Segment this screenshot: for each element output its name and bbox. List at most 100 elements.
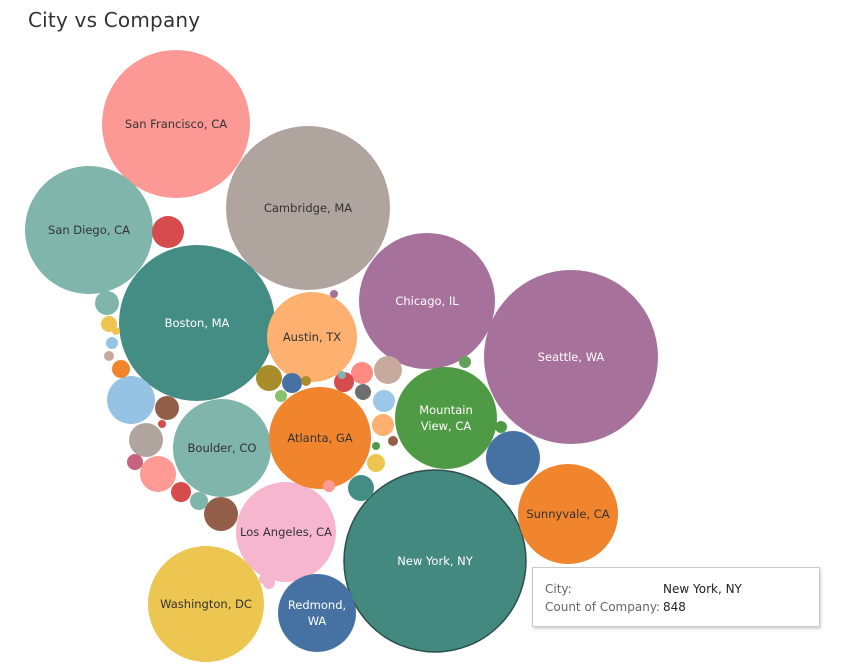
bubble-mountain-view-ca[interactable]: Mountain View, CA: [395, 367, 497, 469]
bubble-circle[interactable]: [341, 443, 349, 451]
bubble-circle[interactable]: [275, 390, 287, 402]
bubble-city-50[interactable]: [341, 443, 349, 451]
bubble-city-39[interactable]: [323, 480, 335, 492]
bubble-cambridge-ma[interactable]: Cambridge, MA: [226, 126, 390, 290]
bubble-circle[interactable]: [101, 316, 117, 332]
bubble-circle[interactable]: [173, 399, 271, 497]
bubble-redmond-wa[interactable]: Redmond, WA: [278, 574, 356, 652]
bubble-city-18[interactable]: [152, 216, 184, 248]
bubble-city-34[interactable]: [101, 316, 117, 332]
bubble-circle[interactable]: [112, 360, 130, 378]
bubble-city-40[interactable]: [459, 356, 471, 368]
bubble-circle[interactable]: [267, 292, 357, 382]
bubble-city-35[interactable]: [127, 454, 143, 470]
bubble-city-19[interactable]: [140, 456, 176, 492]
bubble-circle[interactable]: [373, 390, 395, 412]
bubble-circle[interactable]: [355, 384, 371, 400]
bubble-city-20[interactable]: [129, 423, 163, 457]
bubble-circle[interactable]: [374, 356, 402, 384]
bubble-circle[interactable]: [348, 475, 374, 501]
bubble-city-32[interactable]: [282, 373, 302, 393]
bubble-circle[interactable]: [190, 492, 208, 510]
bubble-circle[interactable]: [119, 245, 275, 401]
bubble-circle[interactable]: [129, 423, 163, 457]
bubble-san-diego-ca[interactable]: San Diego, CA: [25, 166, 153, 294]
bubble-circle[interactable]: [351, 362, 373, 384]
bubble-circle[interactable]: [148, 546, 264, 662]
bubble-circle[interactable]: [140, 456, 176, 492]
bubble-circle[interactable]: [372, 442, 380, 450]
bubble-circle[interactable]: [226, 126, 390, 290]
bubble-city-53[interactable]: [158, 420, 166, 428]
bubble-city-44[interactable]: [495, 421, 507, 433]
bubble-city-52[interactable]: [112, 327, 120, 335]
bubble-city-51[interactable]: [330, 290, 338, 298]
bubble-city-38[interactable]: [355, 384, 371, 400]
bubble-circle[interactable]: [104, 351, 114, 361]
bubble-circle[interactable]: [259, 574, 269, 584]
bubble-circle[interactable]: [256, 365, 282, 391]
bubble-circle[interactable]: [127, 454, 143, 470]
bubble-city-25[interactable]: [348, 475, 374, 501]
bubble-circle[interactable]: [106, 337, 118, 349]
bubble-circle[interactable]: [395, 367, 497, 469]
bubble-city-49[interactable]: [372, 442, 380, 450]
bubble-sunnyvale-ca[interactable]: Sunnyvale, CA: [518, 464, 618, 564]
bubble-circle[interactable]: [278, 574, 356, 652]
bubble-san-francisco-ca[interactable]: San Francisco, CA: [102, 50, 250, 198]
bubble-city-33[interactable]: [190, 492, 208, 510]
bubble-circle[interactable]: [495, 421, 507, 433]
bubble-city-36[interactable]: [112, 360, 130, 378]
bubble-city-46[interactable]: [104, 351, 114, 361]
bubble-los-angeles-ca[interactable]: Los Angeles, CA: [236, 482, 336, 582]
bubble-city-26[interactable]: [351, 362, 373, 384]
bubble-circle[interactable]: [484, 270, 658, 444]
bubble-circle[interactable]: [518, 464, 618, 564]
bubble-circle[interactable]: [102, 50, 250, 198]
bubble-city-47[interactable]: [259, 574, 269, 584]
bubble-city-17[interactable]: [107, 376, 155, 424]
bubble-circle[interactable]: [301, 376, 311, 386]
bubble-circle[interactable]: [152, 216, 184, 248]
bubble-city-27[interactable]: [155, 396, 179, 420]
bubble-circle[interactable]: [486, 431, 540, 485]
bubble-seattle-wa[interactable]: Seattle, WA: [484, 270, 658, 444]
bubble-circle[interactable]: [343, 469, 527, 653]
bubble-circle[interactable]: [269, 387, 371, 489]
bubble-circle[interactable]: [315, 495, 321, 501]
bubble-atlanta-ga[interactable]: Atlanta, GA: [269, 387, 371, 489]
bubble-circle[interactable]: [388, 436, 398, 446]
bubble-circle[interactable]: [236, 482, 336, 582]
bubble-city-55[interactable]: [315, 495, 321, 501]
bubble-circle[interactable]: [282, 373, 302, 393]
bubble-circle[interactable]: [158, 420, 166, 428]
bubble-circle[interactable]: [107, 376, 155, 424]
bubble-circle[interactable]: [155, 396, 179, 420]
bubble-circle[interactable]: [330, 290, 338, 298]
bubble-circle[interactable]: [204, 497, 238, 531]
bubble-austin-tx[interactable]: Austin, TX: [267, 292, 357, 382]
bubble-city-29[interactable]: [372, 414, 394, 436]
bubble-city-54[interactable]: [338, 371, 346, 379]
bubble-chicago-il[interactable]: Chicago, IL: [359, 233, 495, 369]
bubble-city-24[interactable]: [95, 291, 119, 315]
bubble-circle[interactable]: [112, 327, 120, 335]
bubble-circle[interactable]: [171, 482, 191, 502]
bubble-city-23[interactable]: [374, 356, 402, 384]
bubble-washington-dc[interactable]: Washington, DC: [148, 546, 264, 662]
bubble-boston-ma[interactable]: Boston, MA: [119, 245, 275, 401]
bubble-circle[interactable]: [95, 291, 119, 315]
bubble-circle[interactable]: [25, 166, 153, 294]
bubble-circle[interactable]: [359, 233, 495, 369]
bubble-circle[interactable]: [338, 371, 346, 379]
bubble-city-16[interactable]: [486, 431, 540, 485]
bubble-city-45[interactable]: [301, 376, 311, 386]
bubble-circle[interactable]: [459, 356, 471, 368]
bubble-circle[interactable]: [323, 480, 335, 492]
bubble-circle[interactable]: [367, 454, 385, 472]
bubble-city-43[interactable]: [106, 337, 118, 349]
bubble-city-37[interactable]: [367, 454, 385, 472]
bubble-city-48[interactable]: [388, 436, 398, 446]
bubble-city-42[interactable]: [275, 390, 287, 402]
bubble-city-21[interactable]: [204, 497, 238, 531]
